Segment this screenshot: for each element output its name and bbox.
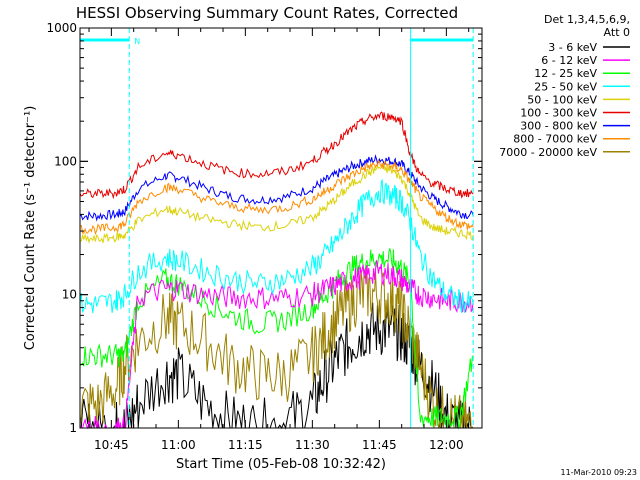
- series-line: [79, 111, 474, 200]
- series-line: [79, 260, 474, 430]
- x-tick-label: 11:15: [228, 438, 263, 452]
- legend-label: 100 - 300 keV: [520, 107, 597, 120]
- x-tick-label: 11:45: [362, 438, 397, 452]
- y-tick-label: 10: [62, 288, 77, 302]
- night-label: N: [134, 37, 140, 46]
- legend-label: 12 - 25 keV: [534, 67, 597, 80]
- x-tick-label: 10:45: [94, 438, 129, 452]
- legend-label: 50 - 100 keV: [527, 93, 597, 106]
- legend-label: 25 - 50 keV: [534, 80, 597, 93]
- y-axis-label: Corrected Count Rate (s⁻¹ detector⁻¹): [23, 106, 38, 351]
- series-line: [79, 264, 474, 430]
- y-tick-label: 1000: [46, 21, 77, 35]
- x-tick-label: 11:30: [295, 438, 330, 452]
- series-line: [79, 178, 474, 314]
- y-axis: 1 10 100 1000: [46, 21, 482, 435]
- legend-label: 7000 - 20000 keV: [499, 146, 597, 159]
- y-tick-label: 1: [69, 421, 77, 435]
- legend-header: Att 0: [604, 26, 630, 39]
- y-tick-label: 100: [54, 154, 77, 168]
- x-axis: 10:45 11:00 11:15 11:30 11:45 12:00: [88, 28, 470, 452]
- x-tick-label: 12:00: [429, 438, 464, 452]
- legend-header: Det 1,3,4,5,6,9,: [544, 13, 630, 26]
- footer-timestamp: 11-Mar-2010 09:23: [561, 468, 638, 477]
- legend-label: 6 - 12 keV: [541, 54, 597, 67]
- x-axis-label: Start Time (05-Feb-08 10:32:42): [176, 457, 386, 472]
- chart-title: HESSI Observing Summary Count Rates, Cor…: [76, 4, 458, 22]
- series-line: [79, 163, 474, 244]
- plot-area: N: [79, 28, 474, 430]
- legend-label: 300 - 800 keV: [520, 120, 597, 133]
- series-line: [79, 154, 474, 222]
- series-line: [79, 158, 474, 236]
- x-tick-label: 11:00: [161, 438, 196, 452]
- legend-label: 800 - 7000 keV: [513, 133, 597, 146]
- plot-frame: [79, 27, 483, 429]
- legend-label: 3 - 6 keV: [548, 41, 597, 54]
- series-line: [79, 248, 474, 430]
